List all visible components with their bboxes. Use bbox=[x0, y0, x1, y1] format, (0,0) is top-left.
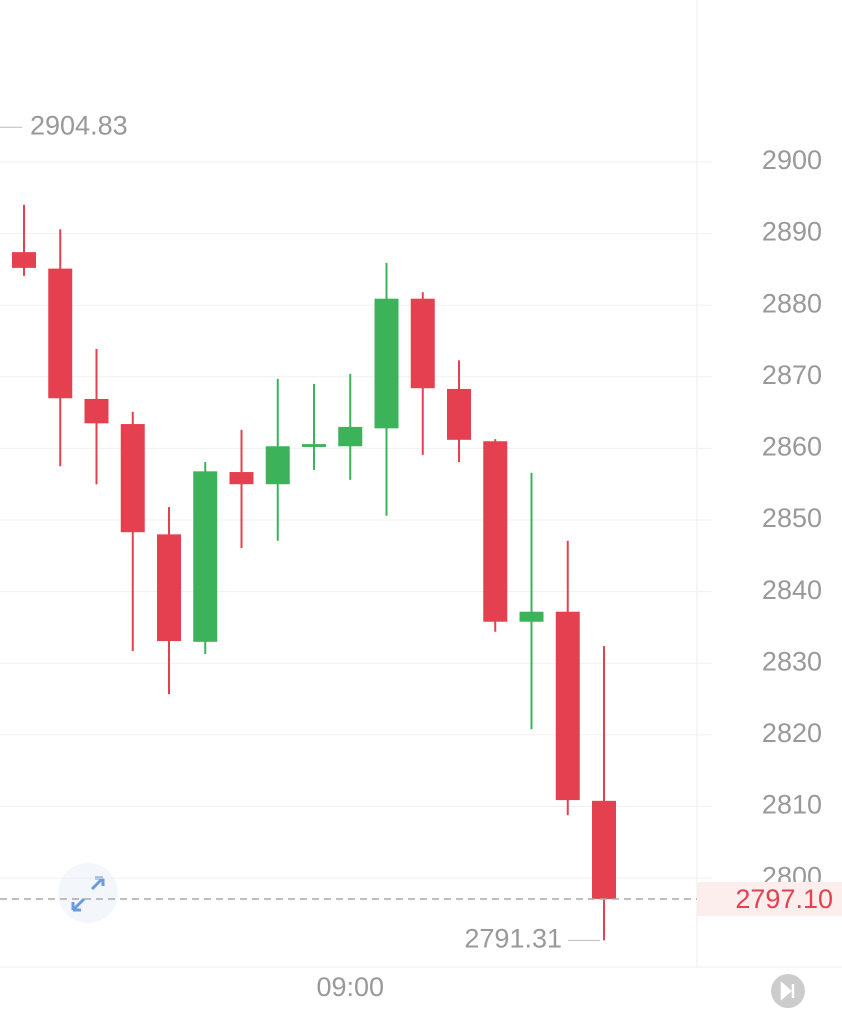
candle-body bbox=[338, 426, 363, 447]
candle-body bbox=[410, 298, 435, 389]
candle-body bbox=[483, 441, 508, 622]
last-price-label: 2797.10 bbox=[735, 884, 833, 914]
y-tick-label: 2830 bbox=[762, 646, 822, 676]
candle-body bbox=[447, 388, 471, 440]
candle-body bbox=[302, 444, 326, 447]
min-price-label: 2791.31 bbox=[464, 924, 562, 954]
y-tick-label: 2840 bbox=[762, 575, 822, 605]
y-tick-label: 2870 bbox=[762, 360, 822, 390]
x-tick-label: 09:00 bbox=[316, 972, 384, 1002]
expand-bg bbox=[58, 863, 118, 923]
expand-icon bbox=[71, 876, 105, 912]
y-tick-label: 2890 bbox=[762, 217, 822, 247]
candle-body bbox=[229, 472, 254, 485]
scroll-end-icon bbox=[780, 981, 795, 1001]
candle-body bbox=[519, 611, 544, 622]
y-tick-label: 2900 bbox=[762, 145, 822, 175]
candle-body bbox=[193, 471, 218, 642]
candle-body bbox=[555, 611, 580, 801]
candle-body bbox=[265, 446, 290, 485]
candle-body bbox=[120, 424, 145, 533]
candle-body bbox=[12, 252, 36, 268]
y-tick-label: 2860 bbox=[762, 432, 822, 462]
candle-body bbox=[157, 534, 181, 642]
expand-button[interactable] bbox=[58, 863, 118, 923]
candle-body bbox=[84, 398, 109, 424]
y-tick-label: 2810 bbox=[762, 790, 822, 820]
candle-body bbox=[374, 298, 399, 429]
last-price-bg bbox=[697, 881, 842, 916]
y-tick-label: 2820 bbox=[762, 718, 822, 748]
max-price-label: 2904.83 bbox=[30, 110, 128, 140]
y-tick-label: 2850 bbox=[762, 503, 822, 533]
candle-body bbox=[48, 268, 73, 399]
candle-body bbox=[592, 800, 616, 899]
y-tick-label: 2880 bbox=[762, 288, 822, 318]
scroll-end-button[interactable] bbox=[771, 974, 805, 1008]
